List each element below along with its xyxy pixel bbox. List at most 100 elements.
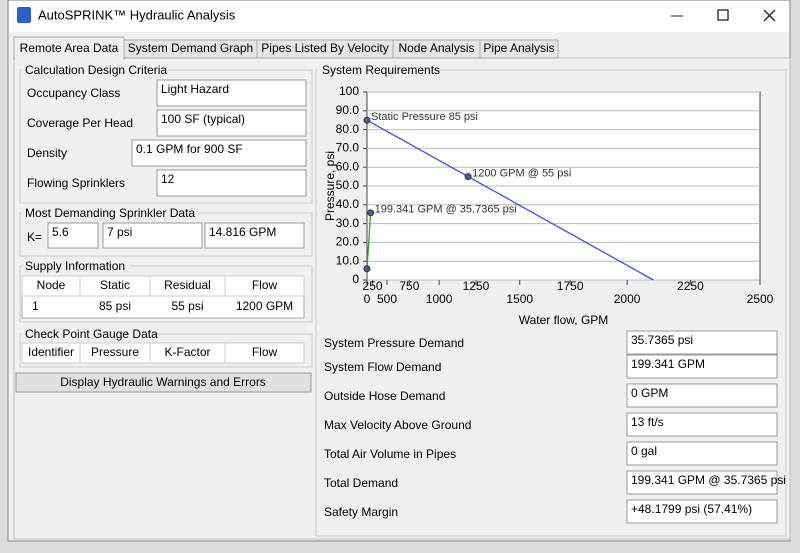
x-tick-label: 1000 [426, 292, 453, 306]
field-label: Coverage Per Head [27, 116, 133, 130]
group-box [19, 333, 313, 368]
text-box-value: Light Hazard [161, 82, 229, 96]
text-box[interactable] [626, 354, 778, 379]
app-icon [17, 7, 31, 23]
text-box[interactable] [156, 79, 307, 107]
field-label: Safety Margin [324, 505, 398, 519]
point-label: 199.341 GPM @ 35.7365 psi [375, 204, 517, 216]
text-box[interactable] [47, 222, 99, 249]
text-box-value: 7 psi [107, 225, 132, 239]
text-box-value: 35.7365 psi [631, 333, 693, 347]
text-box[interactable] [626, 499, 778, 524]
y-tick-label: 60.0 [336, 159, 360, 173]
column-header [224, 342, 305, 364]
tab-label: Pipes Listed By Velocity [261, 41, 388, 55]
field-label: Outside Hose Demand [324, 389, 445, 403]
text-box-value: 199.341 GPM @ 35.7365 psi [631, 473, 786, 487]
field-label: System Flow Demand [324, 360, 441, 374]
x-tick-label: 2500 [747, 292, 774, 306]
column-header-label: Node [37, 278, 66, 292]
x-tick-label: 750 [399, 279, 419, 293]
x-axis-label: Water flow, GPM [519, 313, 609, 327]
text-box[interactable] [156, 109, 307, 137]
y-tick-label: 40.0 [336, 197, 360, 211]
data-point [464, 173, 472, 181]
point-label: Static Pressure 85 psi [371, 111, 478, 123]
text-box[interactable] [626, 470, 778, 495]
field-label: Total Air Volume in Pipes [324, 447, 456, 461]
y-axis-label: Pressure, psi [323, 151, 337, 221]
group-title-bg [22, 327, 156, 341]
group-title: System Requirements [322, 63, 440, 77]
field-label: Flowing Sprinklers [27, 176, 125, 190]
y-tick-label: 20.0 [336, 235, 360, 249]
text-box[interactable] [131, 139, 307, 167]
window-title: AutoSPRINK™ Hydraulic Analysis [38, 7, 236, 22]
column-header-label: Flow [252, 345, 278, 359]
field-label: Max Velocity Above Ground [324, 418, 471, 432]
group-title-bg [22, 259, 130, 273]
x-tick-label: 1500 [506, 292, 533, 306]
x-tick-label: 500 [377, 292, 397, 306]
warnings-button[interactable] [15, 372, 312, 393]
tab-label: System Demand Graph [128, 41, 253, 55]
tab-joint [15, 57, 123, 60]
table-cell: 1 [32, 299, 39, 313]
column-header-label: Residual [164, 278, 211, 292]
text-box[interactable] [626, 383, 778, 408]
column-header-label: K-Factor [164, 345, 210, 359]
y-tick-label: 70.0 [336, 141, 360, 155]
field-label: Occupancy Class [27, 86, 120, 100]
y-tick-label: 10.0 [336, 253, 360, 267]
close-button[interactable] [763, 9, 776, 22]
x-tick-label: 2250 [677, 279, 704, 293]
point-label: 1200 GPM @ 55 psi [472, 168, 571, 180]
text-box-value: 5.6 [52, 225, 69, 239]
data-point [363, 265, 371, 273]
column-header-label: Flow [252, 278, 278, 292]
field-label: Total Demand [324, 476, 398, 490]
text-box-value: 0.1 GPM for 900 SF [136, 142, 243, 156]
text-box-value: 199.341 GPM [631, 357, 705, 371]
group-box [19, 265, 313, 323]
field-label: System Pressure Demand [324, 336, 464, 350]
column-header-label: Pressure [91, 345, 139, 359]
text-box[interactable] [102, 222, 203, 249]
series-line [366, 212, 372, 269]
group-title: Supply Information [25, 259, 125, 273]
text-box-value: 14.816 GPM [209, 225, 276, 239]
y-tick-label: 80.0 [336, 122, 360, 136]
title-bar [9, 1, 789, 32]
text-box[interactable] [626, 330, 778, 355]
k-label: K= [27, 230, 42, 244]
text-box[interactable] [626, 441, 778, 466]
group-title-bg [22, 206, 198, 220]
maximize-button[interactable] [717, 9, 729, 21]
text-box[interactable] [204, 222, 305, 249]
tab-label: Node Analysis [398, 41, 474, 55]
text-box-value: 12 [161, 172, 175, 186]
tab[interactable] [479, 39, 559, 59]
y-tick-label: 50.0 [336, 178, 360, 192]
text-box-value: 13 ft/s [631, 415, 664, 429]
group-title: Most Demanding Sprinkler Data [25, 206, 195, 220]
tab-label: Pipe Analysis [483, 41, 554, 55]
group-title: Calculation Design Criteria [25, 63, 167, 77]
x-tick-label: 250 [363, 279, 383, 293]
column-header-label: Static [100, 278, 130, 292]
group-title-bg [318, 63, 438, 77]
text-box[interactable] [626, 412, 778, 437]
text-box-value: 0 GPM [631, 386, 668, 400]
text-box-value: 0 gal [631, 444, 657, 458]
group-title-bg [22, 63, 168, 77]
y-tick-label: 30.0 [336, 216, 360, 230]
group-box [315, 69, 787, 537]
column-header [224, 275, 305, 297]
tab-label: Remote Area Data [20, 41, 119, 55]
x-tick-label: 0 [364, 292, 371, 306]
y-tick-label: 90.0 [336, 103, 360, 117]
text-box[interactable] [156, 169, 307, 197]
table-cell: 85 psi [99, 299, 131, 313]
x-tick-label: 1750 [557, 279, 584, 293]
